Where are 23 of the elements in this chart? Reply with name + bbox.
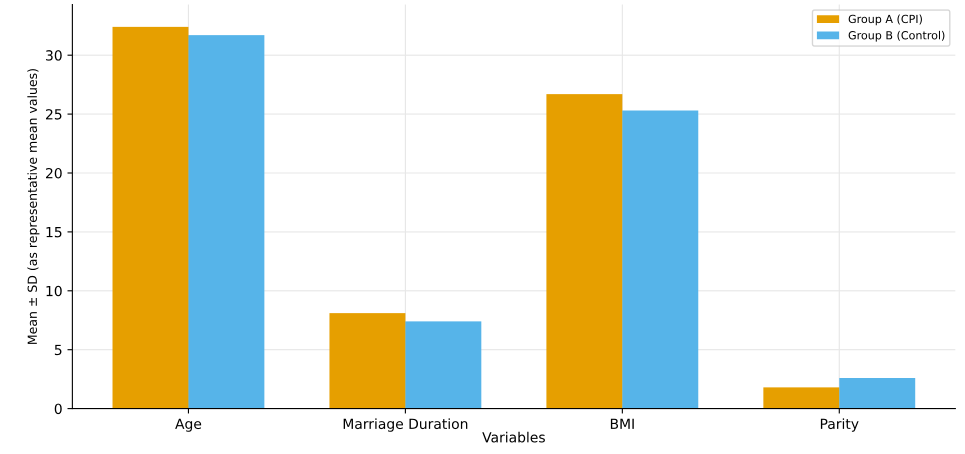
bar	[329, 313, 406, 409]
x-tick-label: Age	[175, 418, 202, 432]
y-tick-label: 10	[46, 286, 62, 296]
legend-label: Group A (CPI)	[848, 14, 922, 26]
x-tick-label: Marriage Duration	[344, 418, 468, 432]
y-tick-label: 0	[54, 404, 62, 414]
legend-label: Group B (Control)	[848, 30, 944, 42]
bar	[405, 321, 482, 409]
bar	[763, 387, 840, 409]
bar	[546, 94, 622, 409]
bar	[839, 378, 916, 409]
bar	[188, 35, 264, 409]
x-tick-label: BMI	[610, 418, 634, 429]
bar	[112, 26, 188, 409]
x-axis-title: Variables	[482, 432, 545, 443]
y-tick-label: 20	[46, 168, 62, 178]
y-tick-label: 5	[54, 344, 62, 356]
y-tick-label: 30	[46, 50, 62, 61]
y-tick-label: 15	[46, 227, 62, 238]
y-tick-label: 25	[46, 109, 62, 120]
bar	[622, 110, 698, 409]
x-tick-label: Parity	[820, 418, 859, 432]
y-axis-title: Mean ± SD (as representative mean values)	[27, 69, 40, 344]
